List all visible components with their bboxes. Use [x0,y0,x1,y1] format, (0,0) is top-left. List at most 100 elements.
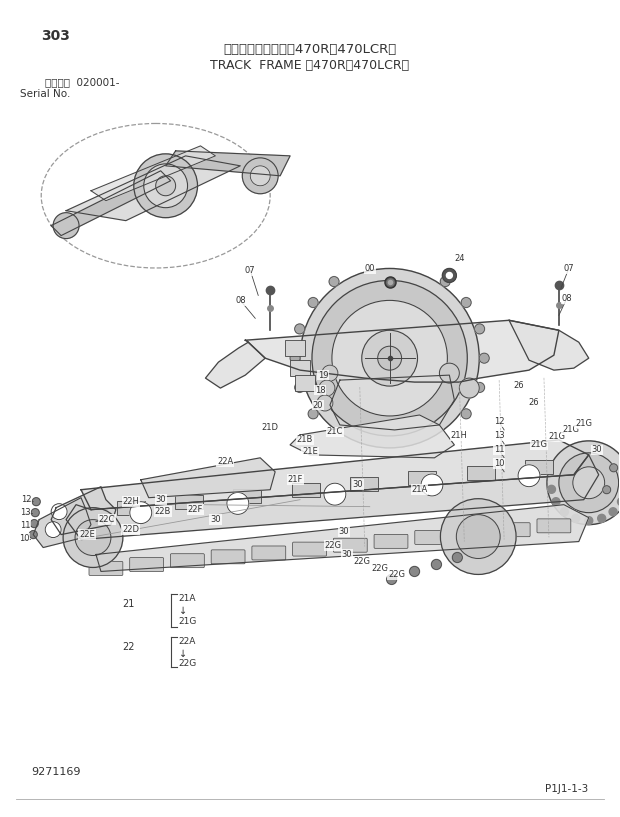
Text: 21E: 21E [302,448,318,457]
FancyBboxPatch shape [350,477,378,491]
Circle shape [559,453,619,512]
Circle shape [440,363,459,383]
Circle shape [585,516,593,525]
Text: 08: 08 [235,296,246,305]
FancyBboxPatch shape [415,530,449,544]
Circle shape [32,498,40,506]
Circle shape [560,508,569,516]
FancyBboxPatch shape [409,471,436,485]
Circle shape [144,164,188,208]
Polygon shape [81,440,589,510]
Text: 30: 30 [210,516,221,525]
Circle shape [242,158,278,194]
Circle shape [322,365,338,381]
Text: 22F: 22F [188,505,203,514]
Circle shape [552,498,560,506]
Circle shape [75,520,111,556]
Text: 11: 11 [494,445,505,454]
FancyBboxPatch shape [537,519,571,533]
Text: 30: 30 [342,550,352,559]
FancyBboxPatch shape [292,483,320,497]
Text: 21G: 21G [575,419,592,428]
Polygon shape [290,415,454,458]
Text: 18: 18 [314,386,326,395]
FancyBboxPatch shape [170,554,205,568]
Text: 22D: 22D [122,525,140,534]
Text: 20: 20 [312,400,323,409]
Circle shape [440,498,516,574]
Circle shape [474,382,485,392]
Circle shape [156,176,175,196]
FancyBboxPatch shape [496,523,530,537]
FancyBboxPatch shape [252,546,286,560]
Text: 07: 07 [564,264,574,273]
Text: 21F: 21F [288,475,303,484]
Circle shape [474,324,485,334]
Text: 26: 26 [514,381,525,390]
Text: 12: 12 [494,417,505,426]
Circle shape [459,378,479,398]
Text: 22G: 22G [179,659,197,668]
Text: 00: 00 [365,264,375,273]
FancyBboxPatch shape [175,495,203,509]
Circle shape [63,507,123,568]
Polygon shape [66,156,241,221]
Circle shape [312,280,467,436]
Polygon shape [91,146,215,201]
Circle shape [31,509,39,516]
Text: 13: 13 [20,508,30,517]
Text: 21G: 21G [562,426,579,435]
Text: 22H: 22H [122,498,140,507]
Circle shape [618,498,620,506]
Circle shape [609,508,617,516]
Circle shape [378,346,402,370]
Text: 21A: 21A [179,594,196,604]
Text: 10: 10 [494,459,505,468]
Circle shape [461,297,471,307]
FancyBboxPatch shape [467,466,495,480]
Text: Serial No.: Serial No. [20,89,71,99]
Text: 22G: 22G [388,570,405,579]
Text: 22C: 22C [99,516,115,525]
Circle shape [598,515,606,522]
Polygon shape [246,320,559,382]
Polygon shape [509,320,589,370]
FancyBboxPatch shape [117,501,144,515]
FancyBboxPatch shape [130,558,164,572]
Circle shape [308,297,318,307]
Circle shape [308,408,318,419]
Text: 30: 30 [353,480,363,489]
Text: 22G: 22G [371,564,388,573]
Circle shape [294,382,304,392]
Text: 22B: 22B [154,507,171,516]
Text: 30: 30 [156,495,166,504]
Text: 10: 10 [19,534,30,543]
Circle shape [609,464,618,471]
Circle shape [421,474,443,496]
Circle shape [432,560,441,569]
Text: 24: 24 [454,254,464,263]
Text: 22: 22 [122,642,135,652]
Text: 30: 30 [339,527,349,536]
Text: 13: 13 [494,431,505,440]
Text: ↓: ↓ [179,650,187,659]
Text: 21B: 21B [297,435,313,444]
Text: 22A: 22A [179,637,196,646]
Text: 19: 19 [317,371,328,380]
Circle shape [573,467,604,498]
Text: 22A: 22A [217,458,234,467]
Circle shape [479,353,489,363]
Circle shape [250,166,270,185]
Polygon shape [141,458,275,498]
FancyBboxPatch shape [234,489,262,503]
Circle shape [130,502,152,524]
Text: 22E: 22E [79,530,95,539]
Text: P1J1-1-3: P1J1-1-3 [546,784,589,794]
Circle shape [518,465,540,487]
Text: 30: 30 [591,445,602,454]
Text: 21A: 21A [412,485,428,494]
Circle shape [446,272,453,279]
Circle shape [603,486,611,493]
Circle shape [317,395,333,411]
Text: 21G: 21G [179,618,197,627]
